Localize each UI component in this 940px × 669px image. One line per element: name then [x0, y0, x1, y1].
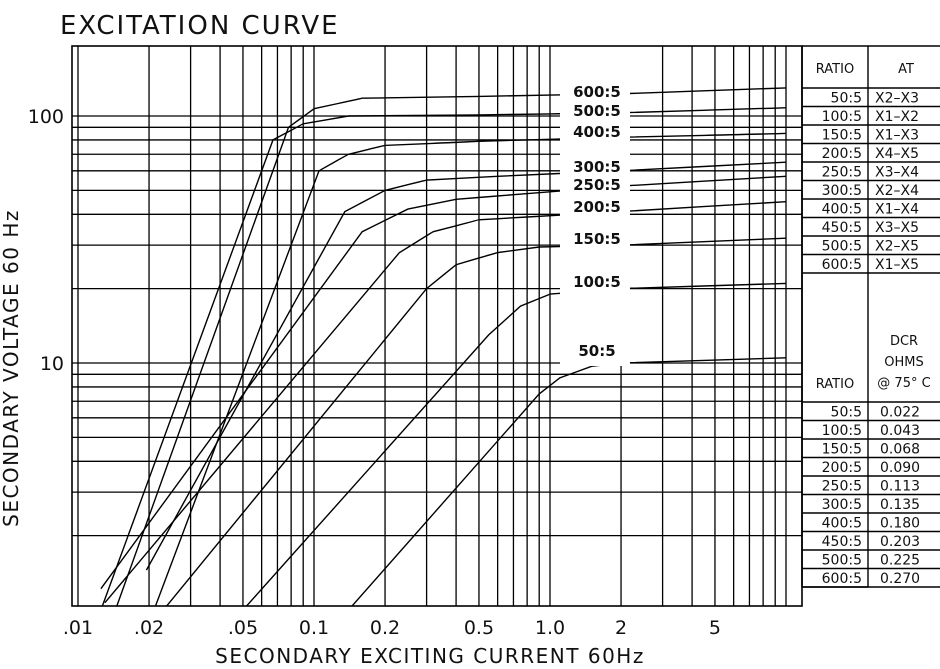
table1-at-cell: X2–X4	[875, 183, 919, 199]
ratio-tables: RATIO AT 50:5 X2–X3 100:5 X1–X2 150:5 X1–X3 200:…	[801, 45, 940, 588]
table2-ratio-cell: 250:5	[822, 479, 862, 495]
table1-at-cell: X3–X4	[875, 165, 919, 181]
curve-label: 300:5	[573, 158, 621, 176]
table2-header-dcr: DCR	[890, 334, 918, 349]
curve-600-5	[116, 87, 787, 606]
x-tick-label: .01	[63, 617, 93, 639]
x-tick-label: 0.5	[464, 617, 494, 639]
table2-dcr-cell: 0.270	[880, 571, 920, 587]
table2-dcr-cell: 0.043	[880, 423, 920, 439]
table2-dcr-cell: 0.180	[880, 516, 920, 532]
y-tick-label: 10	[40, 353, 64, 375]
curve-label: 400:5	[573, 123, 621, 141]
curve-label: 600:5	[573, 83, 621, 101]
table1-ratio-cell: 300:5	[822, 183, 862, 199]
table1-at-cell: X2–X3	[875, 91, 919, 107]
curve-label: 250:5	[573, 176, 621, 194]
x-tick-label: 1.0	[535, 617, 565, 639]
curve-label: 150:5	[573, 230, 621, 248]
curve-label: 50:5	[578, 342, 615, 360]
table1-header-at: AT	[898, 62, 914, 77]
table1-at-cell: X2–X5	[875, 239, 919, 255]
x-tick-label: .02	[134, 617, 164, 639]
table1-ratio-cell: 500:5	[822, 239, 862, 255]
table2-dcr-cell: 0.135	[880, 497, 920, 513]
table2-dcr-cell: 0.068	[880, 442, 920, 458]
table2-header-dcr: @ 75° C	[877, 376, 930, 391]
curve-label: 200:5	[573, 198, 621, 216]
table2-ratio-cell: 600:5	[822, 571, 862, 587]
y-tick-label: 100	[28, 106, 64, 128]
table1-ratio-cell: 250:5	[822, 165, 862, 181]
table1-ratio-cell: 400:5	[822, 202, 862, 218]
table2-ratio-cell: 500:5	[822, 553, 862, 569]
table2-dcr-cell: 0.090	[880, 460, 920, 476]
table1-at-cell: X1–X4	[875, 202, 919, 218]
table2-ratio-cell: 200:5	[822, 460, 862, 476]
table2-ratio-cell: 150:5	[822, 442, 862, 458]
curve-50-5	[351, 357, 787, 606]
table2-header-ratio: RATIO	[816, 377, 854, 392]
curve-400-5	[154, 132, 787, 606]
curve-300-5	[145, 161, 787, 571]
table1-header-ratio: RATIO	[816, 62, 854, 77]
table2-ratio-cell: 100:5	[822, 423, 862, 439]
plot-frame	[71, 45, 803, 607]
table2-ratio-cell: 300:5	[822, 497, 862, 513]
table1-ratio-cell: 150:5	[822, 128, 862, 144]
curve-150-5	[165, 237, 787, 606]
curve-500-5	[101, 107, 787, 606]
y-axis-label: SECONDARY VOLTAGE 60 Hz	[0, 209, 23, 527]
table1-ratio-cell: 450:5	[822, 220, 862, 236]
table2-ratio-cell: 50:5	[831, 405, 862, 421]
chart-title: EXCITATION CURVE	[60, 11, 340, 41]
table2-ratio-cell: 450:5	[822, 534, 862, 550]
table2-dcr-cell: 0.225	[880, 553, 920, 569]
x-axis-label: SECONDARY EXCITING CURRENT 60Hz	[215, 644, 645, 668]
table1-at-cell: X1–X3	[875, 128, 919, 144]
table1-ratio-cell: 200:5	[822, 146, 862, 162]
table2-dcr-cell: 0.203	[880, 534, 920, 550]
tick-label-group: .01 .02 .05 0.1 0.2 0.5 1.0 2 5 10 100	[28, 106, 721, 639]
table2-dcr-cell: 0.113	[880, 479, 920, 495]
table1-at-cell: X3–X5	[875, 220, 919, 236]
curve-200-5	[104, 200, 787, 604]
table2-ratio-cell: 400:5	[822, 516, 862, 532]
x-tick-label: 2	[615, 617, 627, 639]
x-tick-label: 5	[709, 617, 721, 639]
table1-ratio-cell: 100:5	[822, 109, 862, 125]
table1-at-cell: X1–X2	[875, 109, 919, 125]
curve-group	[100, 87, 787, 606]
table1-ratio-cell: 50:5	[831, 91, 862, 107]
table2-header-dcr: OHMS	[884, 355, 923, 370]
curve-label: 100:5	[573, 273, 621, 291]
table1-ratio-cell: 600:5	[822, 257, 862, 273]
curve-100-5	[245, 282, 787, 606]
x-tick-label: 0.2	[370, 617, 400, 639]
curve-label: 500:5	[573, 102, 621, 120]
x-tick-label: 0.1	[299, 617, 329, 639]
table1-at-cell: X1–X5	[875, 257, 919, 273]
x-tick-label: .05	[228, 617, 258, 639]
table1-at-cell: X4–X5	[875, 146, 919, 162]
grid	[72, 46, 802, 606]
curve-250-5	[100, 175, 787, 590]
table2-dcr-cell: 0.022	[880, 405, 920, 421]
curve-label-background	[560, 46, 630, 366]
